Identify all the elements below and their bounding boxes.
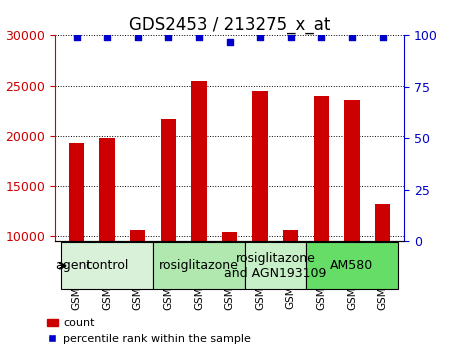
Point [165, 35, 172, 40]
Bar [130, 230, 146, 337]
Bar [69, 143, 84, 337]
Text: agent: agent [56, 259, 92, 272]
Bar [283, 230, 298, 337]
Bar [161, 119, 176, 337]
Point [226, 39, 233, 44]
Legend: count, percentile rank within the sample: count, percentile rank within the sample [42, 314, 256, 348]
Point [257, 35, 264, 40]
FancyBboxPatch shape [61, 242, 153, 289]
FancyBboxPatch shape [245, 242, 306, 289]
Point [134, 35, 141, 40]
Point [195, 35, 202, 40]
Text: rosiglitazone: rosiglitazone [159, 259, 239, 272]
Bar [191, 81, 207, 337]
Bar [313, 96, 329, 337]
Point [318, 35, 325, 40]
Point [287, 35, 294, 40]
Point [73, 35, 80, 40]
Bar [222, 232, 237, 337]
FancyBboxPatch shape [306, 242, 398, 289]
Point [379, 35, 386, 40]
Bar [375, 204, 390, 337]
Bar [252, 91, 268, 337]
FancyBboxPatch shape [153, 242, 245, 289]
Bar [344, 100, 359, 337]
Text: control: control [85, 259, 129, 272]
Point [103, 35, 111, 40]
Title: GDS2453 / 213275_x_at: GDS2453 / 213275_x_at [129, 16, 330, 34]
Text: AM580: AM580 [330, 259, 374, 272]
Point [348, 35, 356, 40]
Bar [100, 138, 115, 337]
Text: rosiglitazone
and AGN193109: rosiglitazone and AGN193109 [224, 252, 327, 280]
